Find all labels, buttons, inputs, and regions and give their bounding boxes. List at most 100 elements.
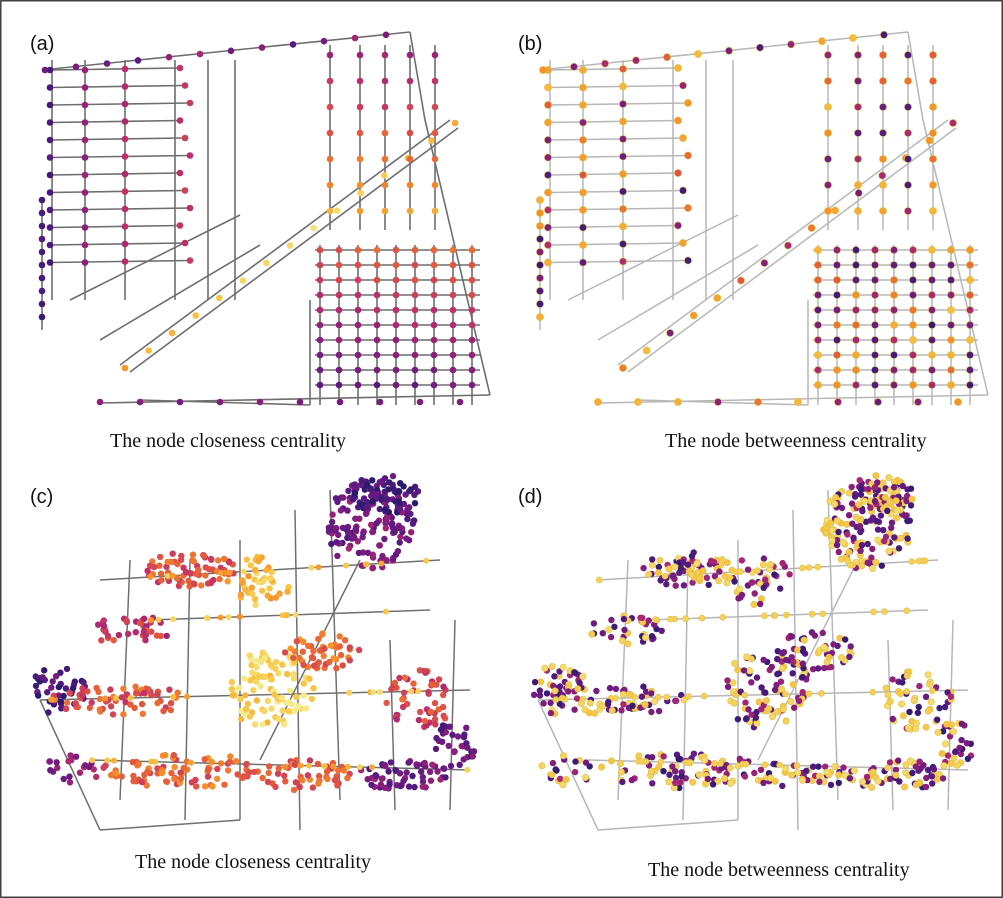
node bbox=[468, 306, 476, 314]
node bbox=[579, 136, 587, 144]
node bbox=[163, 563, 170, 570]
node bbox=[904, 535, 911, 542]
node bbox=[845, 548, 853, 556]
node bbox=[238, 715, 245, 723]
node bbox=[586, 699, 594, 707]
node bbox=[672, 768, 679, 775]
node bbox=[909, 276, 917, 284]
node bbox=[198, 582, 205, 589]
node bbox=[805, 690, 813, 698]
node bbox=[411, 366, 419, 374]
panel-d-caption: The node betweenness centrality bbox=[648, 859, 910, 881]
node bbox=[381, 172, 388, 179]
node bbox=[132, 690, 140, 697]
node bbox=[284, 588, 291, 595]
node bbox=[833, 246, 841, 254]
node bbox=[782, 690, 789, 698]
node bbox=[816, 778, 823, 785]
node bbox=[373, 366, 381, 374]
node bbox=[49, 678, 56, 685]
node bbox=[120, 685, 127, 692]
node bbox=[89, 757, 96, 764]
node bbox=[782, 611, 790, 619]
node bbox=[902, 512, 909, 520]
node bbox=[788, 771, 796, 779]
node bbox=[406, 129, 414, 137]
node bbox=[392, 261, 400, 269]
node bbox=[333, 207, 341, 214]
node bbox=[651, 698, 659, 706]
node bbox=[432, 721, 439, 728]
node bbox=[259, 721, 266, 728]
road-edge bbox=[259, 559, 361, 761]
node bbox=[38, 287, 46, 295]
panel-b-label: (b) bbox=[518, 33, 542, 55]
node bbox=[447, 762, 455, 770]
node bbox=[187, 759, 194, 766]
node bbox=[794, 646, 802, 654]
node bbox=[208, 556, 215, 563]
node bbox=[910, 697, 918, 705]
node bbox=[439, 738, 446, 745]
node bbox=[39, 674, 46, 681]
node bbox=[396, 539, 403, 546]
node bbox=[430, 366, 438, 374]
node bbox=[761, 612, 768, 620]
node bbox=[171, 775, 178, 782]
node bbox=[264, 719, 271, 726]
node bbox=[62, 685, 70, 692]
node bbox=[406, 51, 414, 59]
node bbox=[193, 783, 200, 790]
node bbox=[224, 578, 231, 585]
node bbox=[852, 336, 860, 344]
node bbox=[713, 294, 722, 302]
node bbox=[608, 616, 615, 624]
node bbox=[888, 524, 895, 531]
node bbox=[373, 276, 381, 284]
node bbox=[180, 764, 187, 772]
node bbox=[834, 398, 842, 406]
node bbox=[890, 306, 898, 314]
node bbox=[928, 381, 936, 389]
node bbox=[421, 717, 428, 725]
node bbox=[619, 690, 627, 698]
node bbox=[904, 103, 912, 111]
node bbox=[771, 612, 779, 619]
node bbox=[406, 181, 414, 189]
node bbox=[851, 493, 859, 500]
node bbox=[335, 321, 343, 329]
node bbox=[929, 155, 937, 163]
node bbox=[731, 659, 739, 667]
node bbox=[176, 117, 184, 124]
node bbox=[279, 661, 286, 668]
node bbox=[121, 118, 129, 125]
node bbox=[281, 772, 288, 779]
node bbox=[300, 638, 307, 646]
node bbox=[922, 723, 930, 731]
node bbox=[346, 657, 353, 664]
node bbox=[645, 570, 653, 578]
node bbox=[892, 771, 900, 779]
node bbox=[204, 773, 212, 780]
node bbox=[267, 575, 274, 582]
node bbox=[956, 744, 963, 751]
node bbox=[898, 700, 906, 708]
node bbox=[309, 654, 317, 662]
node bbox=[852, 351, 860, 359]
node bbox=[705, 581, 712, 588]
node bbox=[382, 506, 389, 514]
node bbox=[880, 526, 887, 534]
node bbox=[90, 766, 98, 773]
node bbox=[449, 321, 457, 329]
node bbox=[111, 757, 117, 764]
node bbox=[210, 576, 217, 584]
node bbox=[663, 53, 671, 62]
node bbox=[48, 684, 55, 691]
node bbox=[947, 336, 955, 344]
node bbox=[358, 477, 365, 484]
road-edge bbox=[907, 31, 924, 121]
node bbox=[255, 578, 262, 586]
node bbox=[684, 204, 692, 212]
node bbox=[138, 700, 146, 708]
node bbox=[771, 686, 779, 693]
